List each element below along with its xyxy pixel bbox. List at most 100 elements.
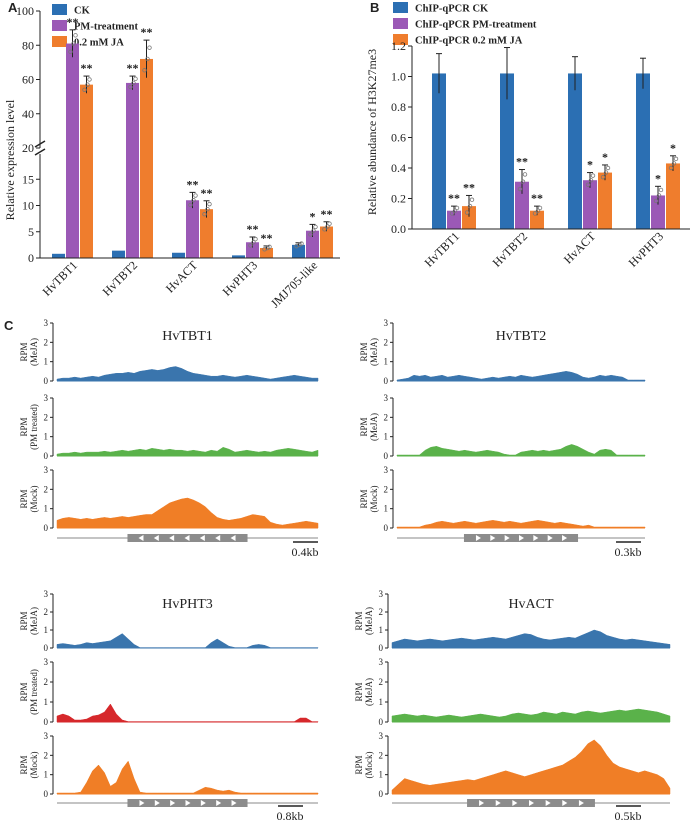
track-label-condition: (Mock): [364, 752, 374, 779]
panel-a-bar: [232, 255, 245, 258]
gene-strand-arrow: [231, 800, 237, 806]
coverage-area: [56, 760, 319, 795]
gene-strand-arrow: [138, 535, 144, 541]
panel-a-datapoint: [145, 56, 150, 62]
panel-b-datapoint: [673, 156, 679, 162]
panel-a-datapoint: [131, 80, 136, 86]
track-title: HvTBT2: [496, 329, 547, 344]
panel-a-category-label: HvTBT2: [100, 258, 141, 299]
track-ytick-label: 3: [44, 465, 49, 475]
gene-strand-arrow: [153, 535, 159, 541]
panel-a-axis-break: [34, 140, 46, 148]
track-label-condition: (MeJA): [29, 607, 39, 635]
coverage-area: [56, 366, 319, 382]
panel-b-datapoint: [590, 173, 596, 178]
track-ytick-label: 3: [44, 393, 49, 403]
panel-b-datapoint: [532, 211, 538, 216]
track-ytick-label: 1: [44, 432, 49, 442]
track-ytick-label: 1: [44, 357, 49, 367]
panel-a-bar: [186, 200, 199, 258]
panel-a-datapoint: [325, 224, 330, 229]
panel-a-significance: **: [81, 61, 93, 75]
panel-a-datapoint: [267, 244, 272, 249]
track-label-rpm: RPM: [354, 682, 364, 701]
coverage-area: [396, 371, 646, 382]
panel-b-datapoint: [535, 208, 541, 213]
panel-a-datapoint: [251, 240, 256, 245]
panel-a-bar: [112, 250, 125, 258]
panel-b-ytick-label: 1.0: [391, 70, 406, 84]
panel-a-datapoint: [248, 243, 253, 248]
panel-b-chart: Relative abundance of H3K27me3 ChIP-qPCR…: [365, 2, 690, 270]
track-ytick-label: 2: [384, 412, 389, 422]
track-label-rpm: RPM: [359, 342, 369, 361]
panel-a-significance: **: [247, 222, 259, 236]
track-ytick-label: 0: [44, 523, 49, 533]
panel-b-datapoint: [653, 198, 659, 204]
panel-a-legend-swatch: [52, 4, 67, 15]
panel-a-bar: [66, 43, 79, 258]
panel-letter-a: A: [8, 0, 18, 15]
panel-b-datapoint: [658, 187, 664, 193]
panel-b-bar: [500, 73, 514, 229]
track-label: RPM(MeJA): [359, 413, 379, 441]
panel-a-legend-swatch: [52, 20, 67, 31]
panel-a-ytick-label: 15: [22, 172, 34, 186]
track-ytick-label: 3: [44, 657, 49, 667]
track-ytick-label: 3: [379, 657, 384, 667]
panel-a-significance: *: [310, 209, 316, 223]
panel-a-datapoint: [253, 236, 258, 242]
panel-b-significance: **: [448, 191, 460, 205]
panel-b-ytick-label: 0.2: [391, 192, 406, 206]
panel-a-legend-label: PM-treatment: [74, 22, 138, 33]
panel-a-bar: [260, 248, 273, 258]
track-ytick-label: 2: [44, 750, 49, 760]
gene-strand-arrow: [529, 800, 534, 806]
panel-b-datapoint: [469, 197, 475, 202]
panel-a-datapoint: [73, 33, 78, 38]
panel-a-ytick-label: 80: [22, 38, 34, 52]
gene-strand-arrow: [495, 800, 501, 806]
track-ytick-label: 1: [384, 504, 389, 514]
panel-b-bars: ************: [432, 47, 680, 229]
track-ytick-label: 3: [44, 589, 49, 599]
track-ytick-label: 3: [44, 318, 49, 328]
panel-a-datapoint: [71, 41, 76, 46]
panel-b-legend-swatch: [393, 2, 408, 13]
track-ytick-label: 1: [384, 432, 389, 442]
gene-strand-arrow: [562, 800, 568, 806]
panel-a-bar: [200, 209, 213, 258]
track-ytick-label: 1: [379, 625, 384, 635]
panel-b-datapoint: [522, 172, 528, 177]
panel-a-bar: [320, 226, 333, 258]
panel-b-categories: HvTBT1 HvTBT2 HvACT HvPHT3: [422, 229, 667, 270]
panel-a-axis-break: [34, 148, 46, 156]
panel-a-legend-label: CK: [74, 6, 91, 17]
panel-a-ytick-label: 40: [22, 107, 34, 121]
panel-b-datapoint: [668, 165, 674, 171]
panel-b-significance: *: [587, 158, 593, 172]
track-group-hvact: HvACT0123RPM(MeJA)0123RPM(MeJA)0123RPM(M…: [354, 589, 671, 823]
scale-bar-label: 0.3kb: [615, 545, 642, 559]
track-ytick-label: 0: [379, 717, 384, 727]
track-ytick-label: 3: [379, 731, 384, 741]
track-title: HvPHT3: [162, 597, 213, 612]
track-ytick-label: 0: [44, 643, 49, 653]
track-label: RPM(Mock): [359, 486, 379, 513]
track-ytick-label: 0: [384, 376, 389, 386]
panel-a-bar: [80, 84, 93, 258]
panel-b-significance: **: [463, 180, 475, 194]
panel-b-datapoint: [517, 186, 523, 192]
track-ytick-label: 1: [44, 770, 49, 780]
track-label: RPM(Mock): [19, 752, 39, 779]
panel-a-datapoint: [322, 227, 327, 232]
panel-a-datapoint: [142, 68, 147, 73]
panel-a-significance: **: [261, 231, 273, 245]
panel-b-category-label: HvACT: [561, 229, 599, 267]
panel-b-bar: [583, 180, 597, 229]
panel-a-bar: [306, 230, 319, 258]
track-label-rpm: RPM: [19, 417, 29, 436]
panel-b-significance: **: [516, 155, 528, 169]
panel-b-ylabel: Relative abundance of H3K27me3: [365, 49, 379, 215]
panel-a-datapoint: [82, 87, 87, 92]
